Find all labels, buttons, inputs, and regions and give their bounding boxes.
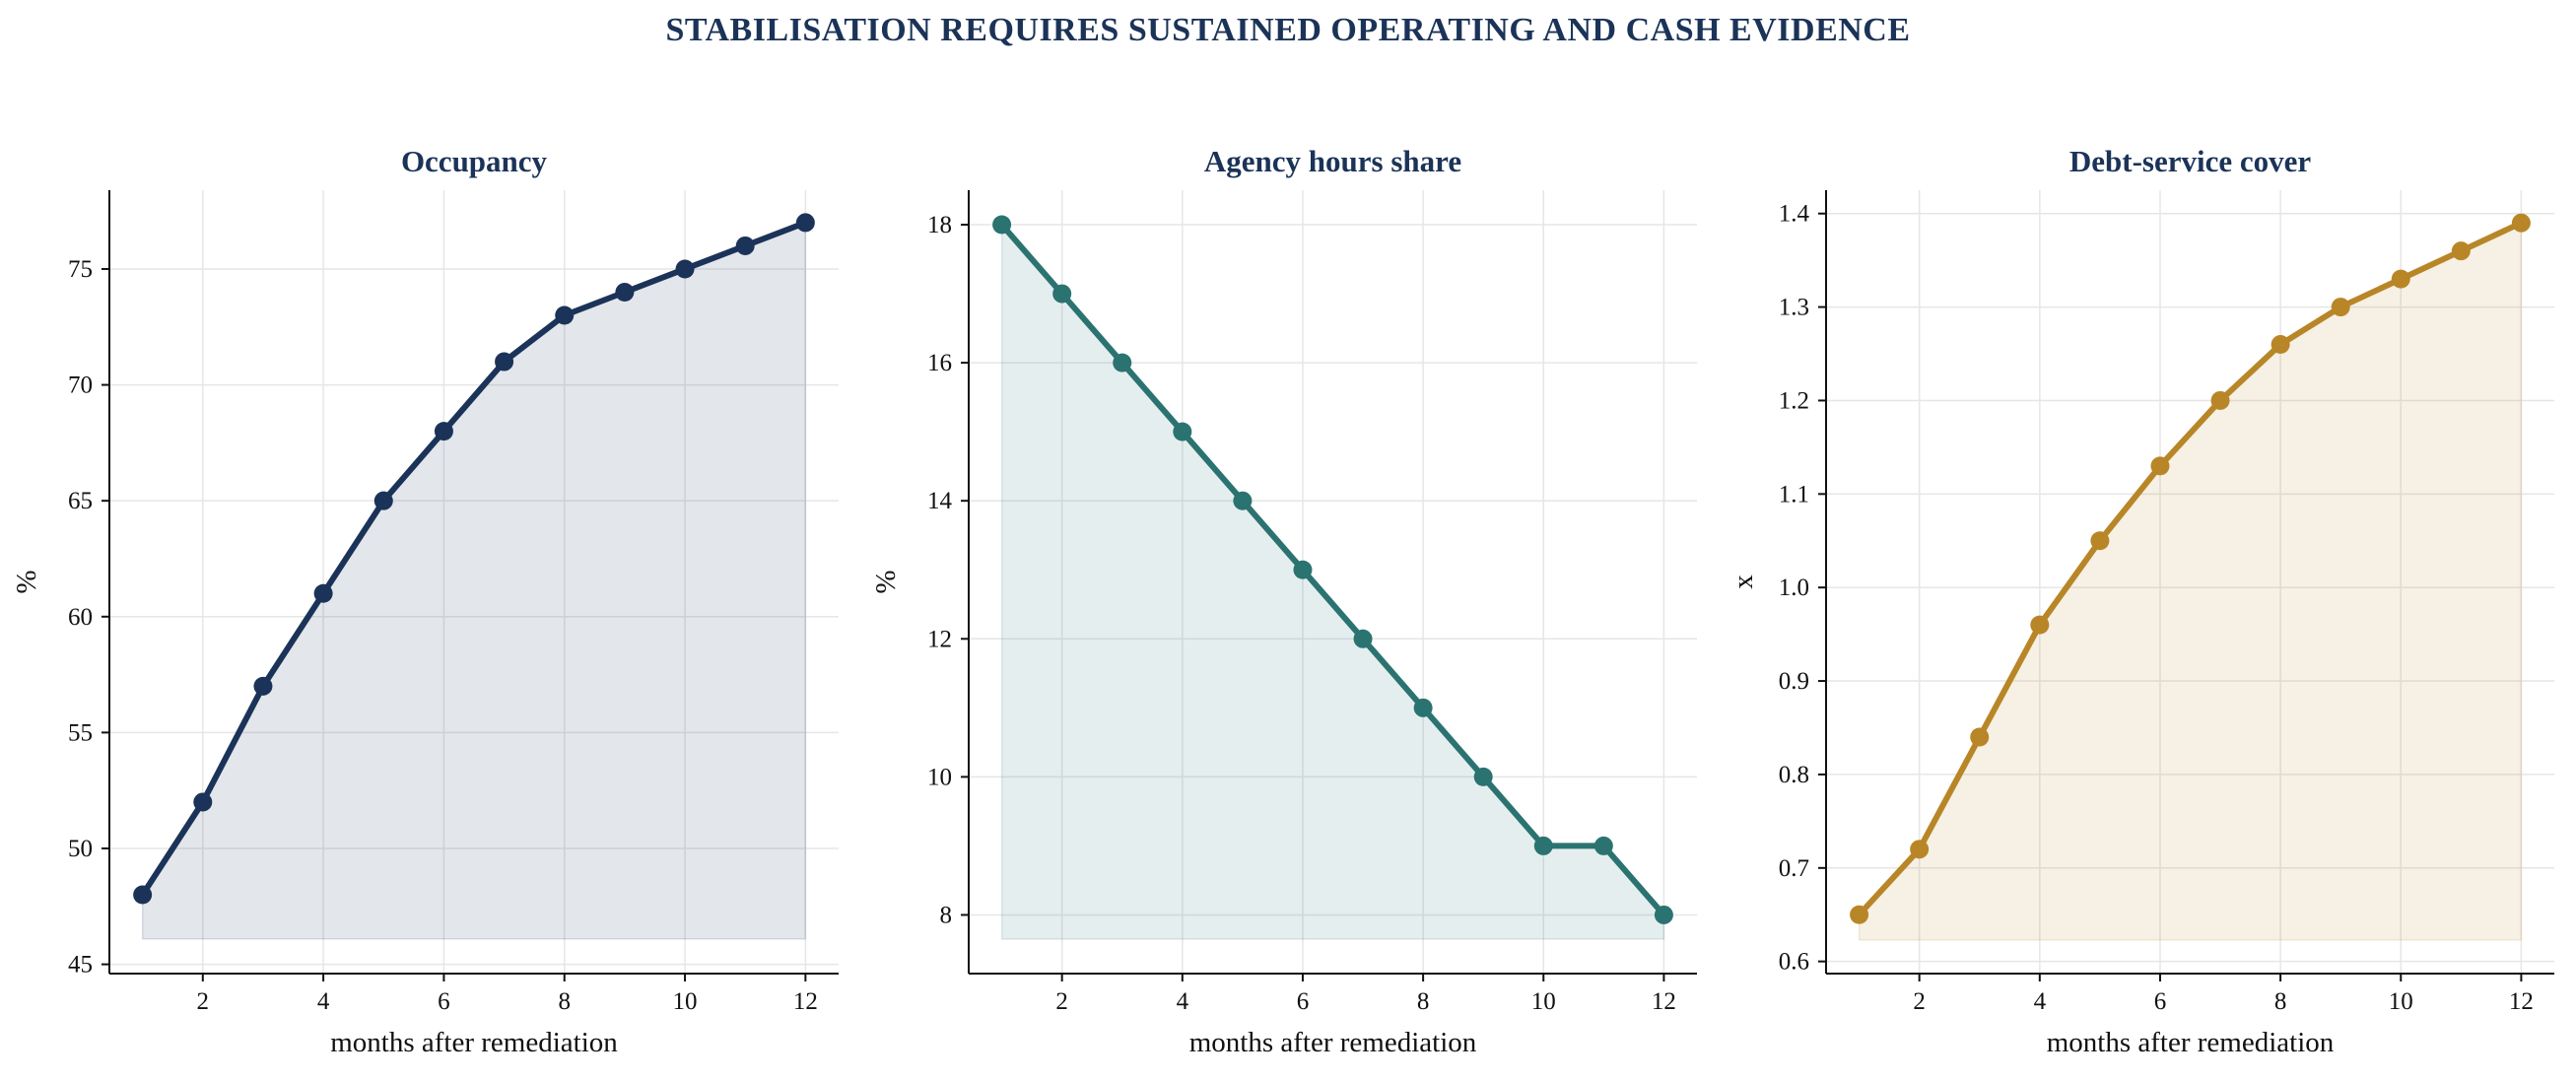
- data-point: [133, 885, 153, 905]
- data-point: [2150, 456, 2170, 476]
- data-point: [373, 491, 393, 510]
- x-tick-label: 12: [793, 988, 818, 1015]
- data-point: [1173, 422, 1192, 441]
- data-point: [1052, 284, 1072, 304]
- data-point: [2331, 298, 2350, 317]
- y-tick-label: 75: [68, 256, 93, 283]
- data-point: [1473, 767, 1493, 786]
- y-tick-label: 50: [68, 836, 93, 862]
- y-tick-label: 8: [940, 902, 953, 928]
- y-tick-label: 10: [927, 764, 952, 790]
- y-tick-label: 65: [68, 488, 93, 514]
- data-point: [1233, 491, 1253, 510]
- x-tick-label: 4: [2034, 988, 2047, 1015]
- y-tick-label: 1.4: [1779, 201, 1810, 228]
- y-tick-label: 1.2: [1779, 387, 1809, 414]
- panel-occupancy: 2 4 6 8 10 12 45 50 55 60 65 70 75 Occupancy months af…: [11, 144, 839, 1058]
- data-point: [992, 215, 1012, 235]
- y-tick-label: 14: [927, 488, 953, 514]
- series-line: [139, 219, 809, 899]
- data-point: [2271, 335, 2290, 355]
- data-point: [1593, 836, 1613, 855]
- data-point: [1113, 353, 1132, 372]
- data-point: [735, 236, 755, 255]
- x-tick-label: 6: [2154, 988, 2167, 1015]
- x-tick-label: 6: [1297, 988, 1310, 1015]
- data-point: [1910, 840, 1930, 859]
- y-axis-label: %: [870, 570, 902, 593]
- y-tick-label: 45: [68, 952, 93, 979]
- data-point: [495, 352, 514, 372]
- x-tick-label: 10: [2389, 988, 2413, 1015]
- x-tick-label: 6: [438, 988, 450, 1015]
- y-tick-label: 1.3: [1779, 295, 1809, 321]
- x-axis-label: months after remediation: [330, 1027, 618, 1058]
- data-point: [253, 676, 273, 696]
- data-point: [555, 305, 575, 325]
- data-point: [2210, 390, 2230, 410]
- x-tick-label: 12: [1652, 988, 1676, 1015]
- x-tick-label: 8: [2274, 988, 2287, 1015]
- data-point: [2030, 615, 2050, 635]
- panel-debt-service-cover: 2 4 6 8 10 12 0.6 0.7 0.8 0.9 1.0 1.1 1.2 1.3 1.4 Debt-…: [1728, 144, 2554, 1058]
- panel-agency-hours-share: 2 4 6 8 10 12 8 10 12 14 16 18 Agency hours share mon…: [870, 144, 1697, 1058]
- panel-title: Debt-service cover: [2069, 144, 2312, 178]
- data-point: [1533, 836, 1553, 855]
- y-tick-label: 0.7: [1779, 855, 1809, 882]
- data-point: [795, 213, 815, 233]
- y-tick-label: 70: [68, 372, 93, 399]
- x-tick-label: 4: [1177, 988, 1189, 1015]
- panel-title: Occupancy: [401, 144, 548, 178]
- figure-title: STABILISATION REQUIRES SUSTAINED OPERATI…: [665, 12, 1911, 48]
- series-area-fill: [1000, 223, 1665, 940]
- y-tick-label: 0.8: [1779, 762, 1809, 788]
- data-point: [2511, 213, 2531, 233]
- data-point: [1353, 629, 1373, 648]
- panel-title: Agency hours share: [1204, 144, 1461, 178]
- data-point: [2451, 241, 2471, 261]
- x-axis-label: months after remediation: [2047, 1027, 2335, 1058]
- x-tick-label: 4: [317, 988, 330, 1015]
- series-area-fill: [141, 221, 807, 940]
- y-tick-label: 60: [68, 604, 93, 631]
- y-tick-label: 55: [68, 719, 93, 746]
- x-tick-label: 2: [197, 988, 210, 1015]
- data-point: [2090, 531, 2110, 551]
- series-line: [1856, 220, 2525, 918]
- y-tick-label: 16: [927, 350, 952, 376]
- y-tick-label: 12: [927, 626, 952, 652]
- x-tick-label: 12: [2509, 988, 2534, 1015]
- x-tick-label: 2: [1913, 988, 1926, 1015]
- y-tick-label: 1.0: [1779, 574, 1809, 601]
- y-tick-label: 0.6: [1779, 949, 1809, 976]
- data-point: [313, 583, 333, 603]
- y-tick-label: 1.1: [1779, 481, 1809, 507]
- x-axis-label: months after remediation: [1189, 1027, 1477, 1058]
- series-line: [998, 222, 1667, 918]
- x-tick-label: 8: [1417, 988, 1430, 1015]
- y-axis-label: x: [1728, 574, 1759, 589]
- y-tick-label: 0.9: [1779, 668, 1809, 695]
- data-point: [1413, 698, 1433, 717]
- data-point: [1850, 905, 1869, 924]
- x-tick-label: 10: [1531, 988, 1556, 1015]
- data-point: [615, 282, 635, 302]
- data-point: [2391, 269, 2410, 289]
- series-area-fill: [1858, 222, 2523, 941]
- y-tick-label: 18: [927, 212, 952, 238]
- y-axis-label: %: [11, 570, 42, 593]
- data-point: [434, 422, 453, 441]
- x-tick-label: 8: [558, 988, 571, 1015]
- data-point: [193, 792, 213, 812]
- x-tick-label: 2: [1055, 988, 1068, 1015]
- data-point: [675, 259, 695, 279]
- data-point: [1293, 560, 1313, 579]
- data-point: [1654, 905, 1673, 924]
- x-tick-label: 10: [673, 988, 698, 1015]
- data-point: [1970, 727, 1990, 747]
